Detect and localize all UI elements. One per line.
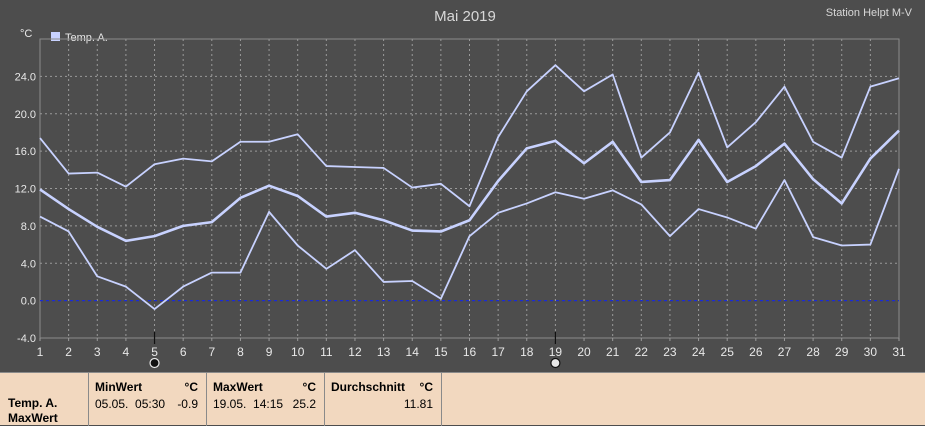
y-tick-label: -4.0 bbox=[17, 333, 36, 345]
x-tick-label: 31 bbox=[892, 345, 906, 359]
x-tick-label: 14 bbox=[406, 345, 420, 359]
temperature-chart: Mai 2019 Station Helpt M-V °C Temp. A. 1… bbox=[14, 7, 913, 369]
x-tick-label: 17 bbox=[491, 345, 505, 359]
x-tick-label: 9 bbox=[266, 345, 273, 359]
x-tick-label: 13 bbox=[377, 345, 391, 359]
series-line-max bbox=[39, 64, 900, 208]
legend-label: Temp. A. bbox=[65, 32, 108, 44]
x-tick-label: 15 bbox=[434, 345, 448, 359]
max-value-cell: MaxWert °C 19.05. 14:15 25.2 bbox=[207, 373, 325, 426]
min-value-cell: MinWert °C 05.05. 05:30 -0.9 bbox=[89, 373, 207, 426]
max-datetime: 19.05. 14:15 bbox=[213, 397, 284, 411]
x-tick-label: 22 bbox=[635, 345, 649, 359]
x-tick-label: 18 bbox=[520, 345, 534, 359]
x-tick-label: 24 bbox=[692, 345, 706, 359]
x-tick-label: 23 bbox=[663, 345, 677, 359]
x-tick-label: 12 bbox=[348, 345, 362, 359]
min-unit: °C bbox=[184, 380, 198, 394]
stats-row-label-cell: Temp. A. MaxWert bbox=[0, 373, 89, 426]
min-value: -0.9 bbox=[177, 397, 198, 411]
x-tick-label: 8 bbox=[237, 345, 244, 359]
plot-area: 1 2 3 4 5 6 7 8 9 10 11 12 13 14 15 16 17 18 19 20 21 22 23 24 2… bbox=[15, 38, 906, 369]
x-tick-label: 21 bbox=[606, 345, 620, 359]
avg-value: 11.81 bbox=[403, 397, 433, 411]
max-unit: °C bbox=[302, 380, 316, 394]
min-header: MinWert bbox=[95, 380, 143, 394]
stats-panel: Temp. A. MaxWert MinWert °C 05.05. 05:30… bbox=[0, 372, 925, 426]
x-tick-label: 27 bbox=[778, 345, 792, 359]
y-tick-label: 16.0 bbox=[15, 146, 36, 158]
x-tick-label: 2 bbox=[65, 345, 72, 359]
series-line-min bbox=[39, 168, 900, 310]
min-marker-dot bbox=[149, 357, 160, 369]
x-tick-label: 20 bbox=[577, 345, 591, 359]
x-tick-label: 1 bbox=[37, 345, 44, 359]
y-tick-label: 24.0 bbox=[15, 71, 36, 83]
x-tick-label: 4 bbox=[123, 345, 130, 359]
stats-row-label: Temp. A. bbox=[8, 396, 58, 410]
avg-header: Durchschnitt bbox=[331, 380, 406, 394]
x-tick-label: 30 bbox=[864, 345, 878, 359]
y-tick-label: 8.0 bbox=[21, 221, 36, 233]
x-tick-label: 28 bbox=[806, 345, 820, 359]
y-tick-label: 4.0 bbox=[21, 258, 36, 270]
max-header: MaxWert bbox=[213, 380, 263, 394]
y-axis-unit: °C bbox=[20, 28, 32, 40]
y-tick-label: 12.0 bbox=[15, 184, 36, 196]
avg-unit: °C bbox=[419, 380, 433, 394]
x-tick-label: 7 bbox=[208, 345, 215, 359]
x-tick-label: 19 bbox=[549, 345, 563, 359]
avg-value-cell: Durchschnitt °C 11.81 bbox=[325, 373, 442, 426]
min-datetime: 05.05. 05:30 bbox=[95, 397, 166, 411]
max-value: 25.2 bbox=[292, 397, 316, 411]
x-tick-label: 10 bbox=[291, 345, 305, 359]
station-label: Station Helpt M-V bbox=[826, 7, 913, 19]
stats-row-sublabel: MaxWert bbox=[8, 411, 58, 425]
x-tick-label: 26 bbox=[749, 345, 763, 359]
x-tick-label: 3 bbox=[94, 345, 101, 359]
x-tick-label: 5 bbox=[151, 345, 158, 359]
y-tick-label: 20.0 bbox=[15, 109, 36, 121]
x-tick-label: 25 bbox=[721, 345, 735, 359]
x-tick-label: 11 bbox=[320, 345, 333, 359]
y-tick-label: 0.0 bbox=[21, 296, 36, 308]
x-tick-label: 16 bbox=[463, 345, 477, 359]
legend-swatch bbox=[51, 32, 60, 41]
x-tick-label: 6 bbox=[180, 345, 187, 359]
chart-title: Mai 2019 bbox=[434, 8, 496, 25]
x-tick-label: 29 bbox=[835, 345, 849, 359]
max-marker-dot bbox=[550, 357, 561, 369]
series-line-avg bbox=[39, 129, 900, 243]
